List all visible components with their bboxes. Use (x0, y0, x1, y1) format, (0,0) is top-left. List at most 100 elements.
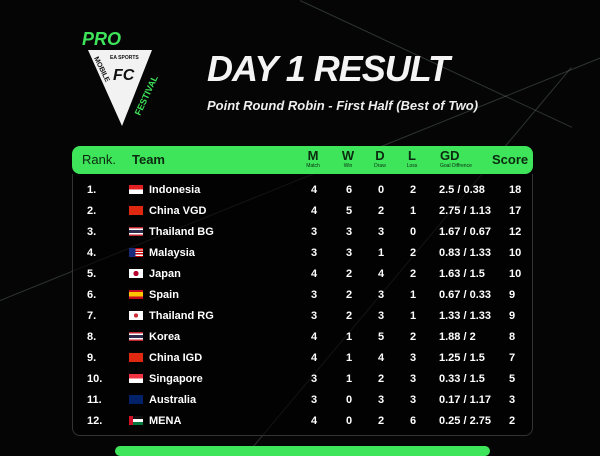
win-cell: 5 (345, 205, 353, 217)
goal-difference-cell: 1.33 / 1.33 (439, 310, 491, 322)
draw-cell: 2 (377, 373, 385, 385)
loss-cell: 2 (409, 331, 417, 343)
thailand-flag-icon (129, 332, 143, 341)
score-cell: 2 (509, 415, 516, 427)
header-loss: L Loss (406, 148, 418, 170)
win-cell: 2 (345, 268, 353, 280)
rank-cell: 8. (87, 331, 97, 343)
match-cell: 3 (310, 289, 318, 301)
match-cell: 3 (310, 373, 318, 385)
team-name: China VGD (149, 205, 207, 217)
korea-flag-icon (129, 311, 143, 320)
loss-cell: 1 (409, 205, 417, 217)
score-cell: 12 (509, 226, 522, 238)
match-cell: 4 (310, 352, 318, 364)
win-cell: 6 (345, 184, 353, 196)
draw-cell: 0 (377, 184, 385, 196)
draw-cell: 2 (377, 205, 385, 217)
loss-cell: 2 (409, 184, 417, 196)
score-cell: 8 (509, 331, 516, 343)
team-name: Spain (149, 289, 179, 301)
match-cell: 3 (310, 310, 318, 322)
china-flag-icon (129, 206, 143, 215)
table-row: 3. Thailand BG 3 3 3 0 1.67 / 0.67 12 (73, 222, 534, 242)
goal-difference-cell: 1.63 / 1.5 (439, 268, 485, 280)
pro-festival-logo: PRO EA SPORTS FC MOBILE FESTIVAL (82, 29, 160, 126)
header-rank: Rank. (82, 152, 116, 167)
loss-cell: 0 (409, 226, 417, 238)
team-name: China IGD (149, 352, 203, 364)
goal-difference-cell: 2.5 / 0.38 (439, 184, 485, 196)
indonesia-flag-icon (129, 185, 143, 194)
draw-cell: 3 (377, 226, 385, 238)
table-row: 7. Thailand RG 3 2 3 1 1.33 / 1.33 9 (73, 306, 534, 326)
table-row: 4. Malaysia 3 3 1 2 0.83 / 1.33 10 (73, 243, 534, 263)
china-flag-icon (129, 353, 143, 362)
team-name: Thailand BG (149, 226, 214, 238)
page-title: DAY 1 RESULT (207, 48, 450, 89)
rank-cell: 7. (87, 310, 97, 322)
logo-pro-text: PRO (82, 29, 121, 49)
rank-cell: 12. (87, 415, 103, 427)
match-cell: 3 (310, 247, 318, 259)
table-row: 5. Japan 4 2 4 2 1.63 / 1.5 10 (73, 264, 534, 284)
match-cell: 3 (310, 394, 318, 406)
header-draw: D Draw (374, 148, 386, 170)
thailand-flag-icon (129, 227, 143, 236)
team-name: Japan (149, 268, 181, 280)
score-cell: 7 (509, 352, 516, 364)
win-cell: 2 (345, 289, 353, 301)
page-subtitle: Point Round Robin - First Half (Best of … (207, 98, 479, 113)
draw-cell: 1 (377, 247, 385, 259)
draw-cell: 3 (377, 289, 385, 301)
draw-cell: 4 (377, 352, 385, 364)
score-cell: 10 (509, 247, 522, 259)
header-match: M Match (306, 148, 320, 170)
score-cell: 3 (509, 394, 516, 406)
header-gd: GD Goal Diffrence (440, 148, 472, 170)
score-cell: 5 (509, 373, 516, 385)
table-row: 1. Indonesia 4 6 0 2 2.5 / 0.38 18 (73, 180, 534, 200)
win-cell: 3 (345, 247, 353, 259)
goal-difference-cell: 1.25 / 1.5 (439, 352, 485, 364)
table-row: 9. China IGD 4 1 4 3 1.25 / 1.5 7 (73, 348, 534, 368)
win-cell: 3 (345, 226, 353, 238)
goal-difference-cell: 0.33 / 1.5 (439, 373, 485, 385)
win-cell: 1 (345, 331, 353, 343)
rank-cell: 11. (87, 394, 102, 406)
draw-cell: 2 (377, 415, 385, 427)
goal-difference-cell: 0.67 / 0.33 (439, 289, 491, 301)
malaysia-flag-icon (129, 248, 143, 257)
loss-cell: 1 (409, 289, 417, 301)
mena-flag-icon (129, 416, 143, 425)
match-cell: 4 (310, 331, 318, 343)
goal-difference-cell: 1.67 / 0.67 (439, 226, 491, 238)
bottom-green-bar (115, 446, 490, 456)
score-cell: 18 (509, 184, 522, 196)
score-cell: 17 (509, 205, 522, 217)
win-cell: 0 (345, 415, 353, 427)
rank-cell: 3. (87, 226, 97, 238)
score-cell: 9 (509, 310, 516, 322)
loss-cell: 1 (409, 310, 417, 322)
logo-brand-text: EA SPORTS (110, 55, 139, 61)
rank-cell: 9. (87, 352, 97, 364)
loss-cell: 2 (409, 247, 417, 259)
singapore-flag-icon (129, 374, 143, 383)
draw-cell: 3 (377, 394, 385, 406)
team-name: Australia (149, 394, 197, 406)
goal-difference-cell: 1.88 / 2 (439, 331, 476, 343)
draw-cell: 3 (377, 310, 385, 322)
rank-cell: 5. (87, 268, 97, 280)
goal-difference-cell: 0.83 / 1.33 (439, 247, 491, 259)
table-row: 12. MENA 4 0 2 6 0.25 / 2.75 2 (73, 411, 534, 431)
loss-cell: 2 (409, 268, 417, 280)
win-cell: 1 (345, 373, 353, 385)
team-name: Malaysia (149, 247, 195, 259)
table-row: 11. Australia 3 0 3 3 0.17 / 1.17 3 (73, 390, 534, 410)
match-cell: 4 (310, 268, 318, 280)
goal-difference-cell: 0.17 / 1.17 (439, 394, 491, 406)
draw-cell: 5 (377, 331, 385, 343)
loss-cell: 3 (409, 394, 417, 406)
match-cell: 4 (310, 184, 318, 196)
